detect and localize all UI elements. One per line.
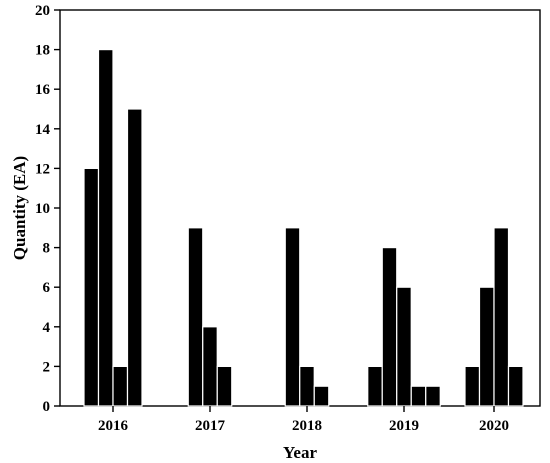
bar-2016-3 xyxy=(112,365,129,407)
x-tick-label: 2020 xyxy=(479,418,509,434)
y-tick-label: 2 xyxy=(43,359,51,375)
bar-2019-5 xyxy=(425,385,441,407)
bar-2020-2 xyxy=(478,286,495,407)
y-tick-label: 16 xyxy=(35,82,51,98)
x-axis-title: Year xyxy=(283,443,317,462)
bar-2017-3 xyxy=(216,365,233,407)
y-tick-label: 14 xyxy=(35,122,51,138)
bar-2016-1 xyxy=(83,167,100,407)
y-tick-label: 20 xyxy=(35,3,50,19)
x-axis-ticks: 2016 2017 2018 2019 2020 xyxy=(98,406,509,434)
bar-2019-1 xyxy=(367,365,383,407)
y-tick-label: 8 xyxy=(43,241,51,257)
bar-2018-3 xyxy=(313,385,330,407)
bar-2018-1 xyxy=(284,227,301,407)
y-tick-label: 4 xyxy=(43,320,51,336)
bar-2020-3 xyxy=(493,227,510,407)
bar-2018-2 xyxy=(299,365,315,407)
bar-2017-1 xyxy=(187,227,204,407)
y-tick-label: 18 xyxy=(35,43,50,59)
x-tick-label: 2016 xyxy=(98,418,129,434)
bars-layer xyxy=(83,48,524,407)
bar-2016-2 xyxy=(97,48,114,407)
bar-2020-1 xyxy=(464,365,481,407)
y-axis-title: Quantity (EA) xyxy=(10,156,29,260)
x-tick-label: 2019 xyxy=(389,418,419,434)
y-tick-label: 6 xyxy=(43,280,51,296)
y-axis-ticks: 0 2 4 6 8 10 12 14 16 18 20 xyxy=(35,3,60,415)
y-tick-label: 0 xyxy=(43,399,51,415)
y-tick-label: 10 xyxy=(35,201,50,217)
bar-2019-2 xyxy=(381,247,398,407)
bar-2019-3 xyxy=(396,286,412,407)
bar-2017-2 xyxy=(202,326,218,407)
bar-2020-4 xyxy=(507,365,524,407)
x-tick-label: 2018 xyxy=(292,418,322,434)
y-tick-label: 12 xyxy=(35,161,50,177)
bar-2016-4 xyxy=(126,108,143,407)
x-tick-label: 2017 xyxy=(195,418,226,434)
bar-2019-4 xyxy=(410,385,427,407)
